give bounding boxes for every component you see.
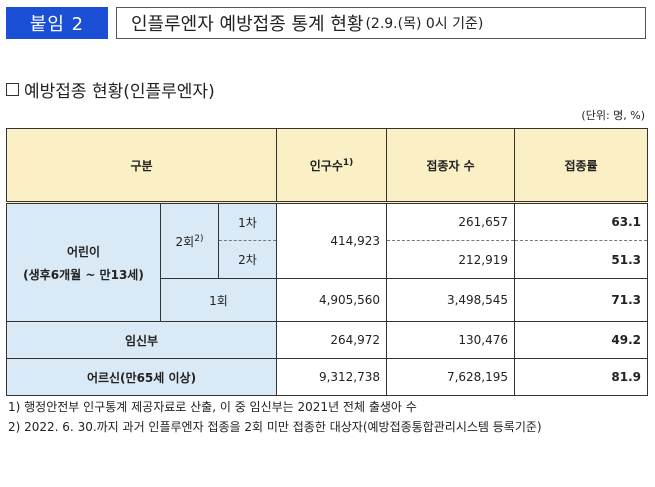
table-row: 2차 212,919 51.3	[7, 240, 649, 279]
page-title: 인플루엔자 예방접종 통계 현황 (2.9.(목) 0시 기준)	[116, 7, 646, 39]
first-dose-vaccinated: 261,657	[386, 202, 516, 241]
elderly-vaccinated: 7,628,195	[386, 358, 516, 396]
pregnant-label: 임신부	[5, 321, 278, 359]
table-row: 1회 4,905,560 3,498,545 71.3	[7, 278, 649, 322]
one-dose-rate: 71.3	[514, 278, 649, 322]
two-dose-label: 2회2)	[160, 202, 219, 279]
children-label: 어린이 (생후6개월 ~ 만13세)	[6, 202, 161, 322]
table-row: 어린이 (생후6개월 ~ 만13세) 2회2) 1차 414,923 261,6…	[6, 202, 649, 322]
section-title: 예방접종 현황(인플루엔자)	[6, 77, 215, 102]
header-population: 인구수1)	[276, 128, 388, 204]
one-dose-vaccinated: 3,498,545	[386, 278, 516, 322]
second-dose-vaccinated: 212,919	[386, 240, 516, 279]
section-title-text: 예방접종 현황(인플루엔자)	[24, 82, 215, 102]
elderly-population: 9,312,738	[276, 358, 388, 396]
header-rate: 접종률	[514, 128, 649, 204]
table-row: 임신부 264,972 130,476 49.2	[5, 321, 649, 359]
one-dose-label: 1회	[159, 278, 278, 322]
title-date: (2.9.(목) 0시 기준)	[365, 16, 484, 32]
checkbox-square-icon	[6, 83, 19, 96]
elderly-rate: 81.9	[514, 358, 649, 396]
unit-label: (단위: 명, %)	[581, 109, 645, 122]
header-vaccinated: 접종자 수	[386, 128, 516, 204]
appendix-badge: 붙임 2	[6, 7, 108, 39]
vaccination-table: 구분 인구수1) 접종자 수 접종률 어린이 (생후6개월 ~ 만13세) 2회…	[5, 128, 649, 396]
first-dose-label: 1차	[217, 202, 278, 241]
table-row: 어르신(만65세 이상) 9,312,738 7,628,195 81.9	[5, 358, 649, 396]
second-dose-label: 2차	[217, 240, 278, 279]
footnote-2: 2) 2022. 6. 30.까지 과거 인플루엔자 접종을 2회 미만 접종한…	[8, 420, 542, 434]
pregnant-vaccinated: 130,476	[386, 321, 516, 359]
two-dose-population: 414,923	[276, 202, 388, 279]
first-dose-rate: 63.1	[514, 202, 649, 241]
title-main: 인플루엔자 예방접종 통계 현황	[131, 14, 364, 35]
pregnant-rate: 49.2	[514, 321, 649, 359]
elderly-label: 어르신(만65세 이상)	[5, 358, 278, 396]
header-category: 구분	[5, 128, 278, 204]
table-header-row: 구분 인구수1) 접종자 수 접종률	[5, 128, 649, 204]
one-dose-population: 4,905,560	[276, 278, 388, 322]
pregnant-population: 264,972	[276, 321, 388, 359]
footnote-1: 1) 행정안전부 인구통계 제공자료로 산출, 이 중 임신부는 2021년 전…	[8, 400, 417, 414]
footnotes: 1) 행정안전부 인구통계 제공자료로 산출, 이 중 임신부는 2021년 전…	[8, 397, 650, 437]
second-dose-rate: 51.3	[514, 240, 649, 279]
